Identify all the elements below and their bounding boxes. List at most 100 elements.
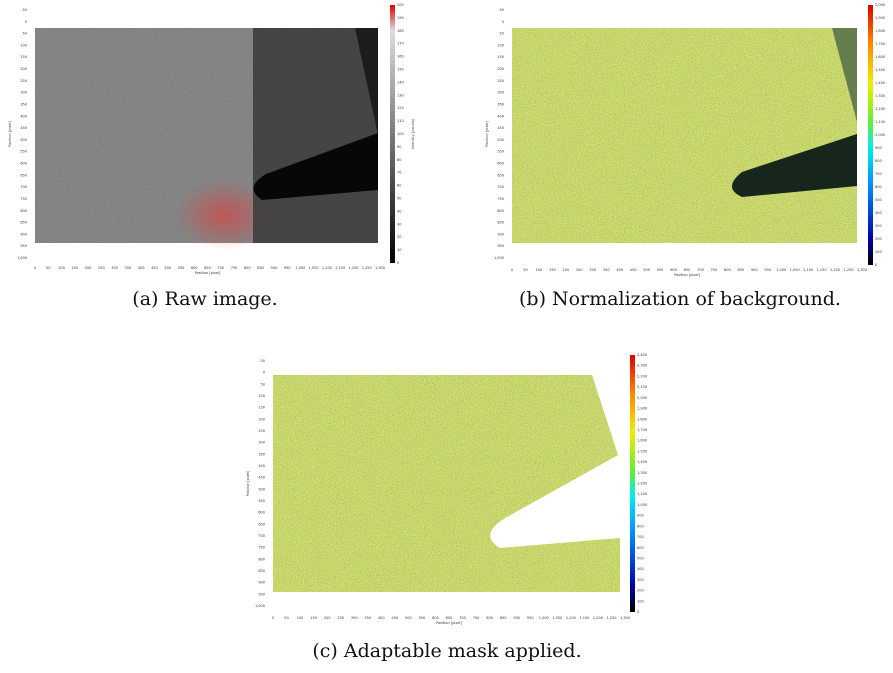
colorbar-tick-label: 120: [397, 106, 404, 110]
x-tick-label: 400: [378, 616, 385, 620]
y-tick-label: 700: [20, 185, 27, 189]
colorbar-tick-label: 1,000: [637, 503, 647, 507]
y-tick-label: 300: [258, 441, 265, 445]
x-tick-label: 300: [351, 616, 358, 620]
colorbar-tick-label: 2,200: [637, 374, 647, 378]
colorbar-tick-label: 160: [397, 55, 404, 59]
y-tick-label: 150: [497, 55, 504, 59]
caption: (a) Raw image.: [132, 288, 277, 310]
x-tick-label: 850: [500, 616, 507, 620]
x-tick-label: 1,050: [309, 266, 319, 270]
colorbar-tick-label: 600: [875, 185, 882, 189]
x-tick-label: 1,000: [776, 268, 786, 272]
x-tick-label: 250: [337, 616, 344, 620]
y-tick-label: 550: [20, 150, 27, 154]
x-tick-label: 1,200: [593, 616, 603, 620]
y-tick-label: 0: [263, 371, 265, 375]
y-tick-label: 50: [23, 32, 27, 36]
colorbar-tick-label: 1,900: [637, 407, 647, 411]
colorbar-tick-label: 80: [397, 158, 401, 162]
y-tick-label: 0: [502, 20, 504, 24]
colorbar-tick-label: 1,500: [875, 68, 885, 72]
x-tick-label: 0: [511, 268, 513, 272]
x-tick-label: 1,000: [539, 616, 549, 620]
y-tick-label: 400: [497, 114, 504, 118]
x-tick-label: 1,150: [817, 268, 827, 272]
x-tick-label: 200: [563, 268, 570, 272]
x-tick-label: 50: [46, 266, 50, 270]
colorbar-tick-label: 800: [637, 524, 644, 528]
colorbar-tick-label: 150: [397, 68, 404, 72]
colorbar: [868, 5, 873, 265]
colorbar-tick-label: 1,400: [637, 460, 647, 464]
y-tick-label: 650: [258, 522, 265, 526]
colorbar-tick-label: 0: [875, 263, 877, 267]
colorbar-tick-label: 500: [875, 198, 882, 202]
y-tick-label: 800: [20, 209, 27, 213]
x-tick-label: 450: [392, 616, 399, 620]
x-tick-label: 1,000: [295, 266, 305, 270]
y-tick-label: -50: [498, 8, 504, 12]
colorbar-tick-label: 500: [637, 556, 644, 560]
colorbar-tick-label: 900: [637, 514, 644, 518]
y-axis-label: Position [pixel]: [485, 120, 489, 146]
colorbar-tick-label: 1,100: [875, 120, 885, 124]
x-tick-label: 650: [204, 266, 211, 270]
y-tick-label: 750: [497, 197, 504, 201]
y-tick-label: 300: [497, 91, 504, 95]
y-tick-label: 950: [20, 244, 27, 248]
x-tick-label: 800: [724, 268, 731, 272]
x-tick-label: 350: [364, 616, 371, 620]
x-tick-label: 550: [178, 266, 185, 270]
x-tick-label: 100: [58, 266, 65, 270]
y-tick-label: 500: [497, 138, 504, 142]
y-tick-label: 450: [20, 126, 27, 130]
colorbar-tick-label: 1,700: [875, 42, 885, 46]
x-tick-label: 950: [527, 616, 534, 620]
y-tick-label: 700: [258, 534, 265, 538]
colorbar-tick-label: 1,800: [637, 417, 647, 421]
colorbar-tick-label: 600: [637, 546, 644, 550]
y-tick-label: 600: [497, 162, 504, 166]
colorbar-tick-label: 2,100: [637, 385, 647, 389]
x-tick-label: 1,200: [348, 266, 358, 270]
x-tick-label: 600: [191, 266, 198, 270]
y-tick-label: 750: [20, 197, 27, 201]
x-tick-label: 1,300: [620, 616, 630, 620]
colorbar-tick-label: 200: [875, 237, 882, 241]
x-tick-label: 700: [697, 268, 704, 272]
y-tick-label: 750: [258, 546, 265, 550]
x-tick-label: 1,250: [362, 266, 372, 270]
y-tick-label: 1,000: [17, 256, 27, 260]
x-tick-label: 900: [751, 268, 758, 272]
colorbar-tick-label: 60: [397, 184, 401, 188]
y-tick-label: 400: [20, 114, 27, 118]
x-tick-label: 300: [589, 268, 596, 272]
y-tick-label: 900: [258, 581, 265, 585]
x-tick-label: 250: [576, 268, 583, 272]
colorbar-tick-label: 1,600: [875, 55, 885, 59]
y-tick-label: 250: [20, 79, 27, 83]
colorbar-tick-label: 300: [875, 224, 882, 228]
x-tick-label: 400: [138, 266, 145, 270]
x-tick-label: 850: [257, 266, 264, 270]
x-axis-label: Position [pixel]: [436, 621, 462, 625]
y-tick-label: 900: [497, 232, 504, 236]
colorbar: [630, 355, 635, 612]
panel-a-image: [35, 28, 378, 250]
y-tick-label: 0: [25, 20, 27, 24]
colorbar-tick-label: 1,600: [637, 439, 647, 443]
x-tick-label: 750: [711, 268, 718, 272]
y-tick-label: 350: [20, 102, 27, 106]
x-tick-label: 900: [271, 266, 278, 270]
colorbar-tick-label: 0: [637, 610, 639, 614]
x-tick-label: 1,050: [790, 268, 800, 272]
colorbar-tick-label: 2,000: [637, 396, 647, 400]
x-tick-label: 150: [71, 266, 78, 270]
x-tick-label: 200: [85, 266, 92, 270]
x-tick-label: 300: [111, 266, 118, 270]
colorbar-tick-label: 50: [397, 197, 401, 201]
y-axis-label: Position [pixel]: [8, 120, 12, 146]
colorbar-tick-label: 130: [397, 93, 404, 97]
